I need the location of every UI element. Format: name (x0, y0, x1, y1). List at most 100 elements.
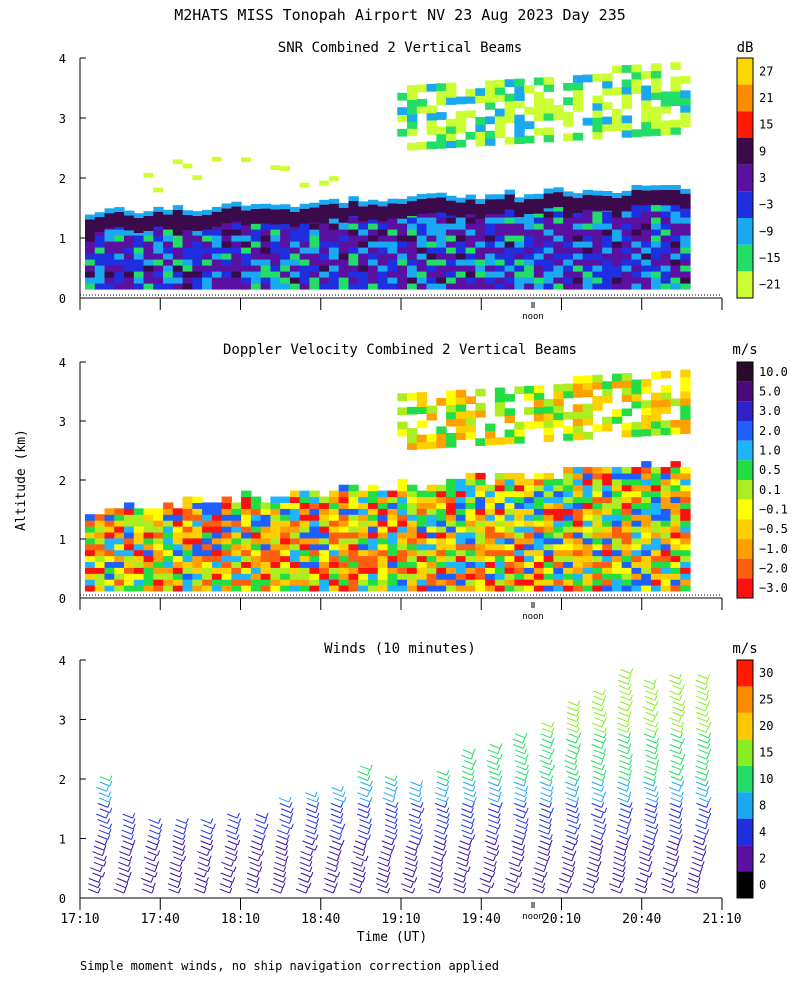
colorbar-label: 0.5 (759, 463, 781, 477)
wind-barb (574, 754, 578, 760)
doppler-cell (397, 567, 408, 574)
snr-cell (475, 131, 486, 140)
wind-barb (645, 824, 657, 830)
wind-barb (281, 824, 292, 830)
doppler-cell (94, 549, 106, 557)
wind-barb (645, 765, 656, 771)
doppler-cell (621, 387, 633, 395)
snr-cell (436, 140, 447, 149)
wind-barb (549, 839, 553, 846)
wind-barb (521, 839, 525, 846)
snr-cell (280, 241, 291, 248)
snr-cell (524, 223, 535, 230)
wind-barb (367, 834, 371, 840)
wind-barb (678, 770, 682, 776)
snr-cell (680, 253, 691, 260)
wind-barb (645, 722, 657, 728)
snr-cell (407, 106, 418, 115)
doppler-cell (94, 520, 106, 527)
doppler-cell (446, 549, 457, 557)
snr-cell (436, 223, 447, 230)
snr-cell (358, 283, 369, 290)
snr-cell (494, 265, 506, 272)
doppler-cell (260, 567, 272, 574)
doppler-cell (582, 549, 594, 557)
wind-barb (102, 871, 106, 878)
wind-barb (538, 813, 550, 819)
doppler-cell (221, 585, 232, 592)
snr-cell (641, 277, 652, 284)
doppler-cell (563, 472, 574, 480)
wind-barb (630, 695, 633, 701)
snr-cell (455, 277, 467, 284)
wind-barb (636, 877, 647, 883)
wind-barb (672, 706, 683, 712)
doppler-cell (446, 496, 457, 504)
doppler-cell (192, 579, 203, 586)
y-tick-label: 1 (59, 833, 66, 847)
wind-barb (692, 840, 704, 846)
wind-barb (472, 748, 476, 755)
wind-barb (470, 812, 474, 819)
doppler-cell (533, 543, 545, 551)
wind-barb (615, 829, 627, 835)
doppler-cell (621, 490, 633, 498)
snr-cell (504, 189, 515, 195)
snr-cell (221, 203, 232, 209)
snr-cell (260, 253, 272, 260)
doppler-cell (367, 543, 379, 551)
doppler-cell (387, 526, 398, 533)
snr-cell (631, 223, 642, 230)
wind-barb (210, 839, 214, 846)
wind-barb (627, 732, 631, 738)
snr-cell (660, 211, 672, 218)
doppler-cell (455, 496, 467, 504)
doppler-cell (660, 420, 672, 429)
snr-cell (465, 223, 476, 230)
wind-barb (613, 851, 625, 857)
snr-cell (85, 235, 96, 242)
wind-barb (273, 872, 284, 878)
wind-barb (618, 882, 622, 888)
wind-barb (598, 855, 602, 862)
snr-cell (621, 277, 633, 284)
doppler-cell (163, 555, 174, 563)
snr-cell (563, 247, 574, 254)
snr-cell (494, 223, 506, 230)
snr-cell (504, 235, 515, 242)
wind-barb (586, 872, 597, 878)
snr-cell (485, 223, 496, 230)
wind-barb (592, 765, 603, 771)
wind-barb (446, 780, 450, 787)
doppler-cell (260, 514, 272, 521)
wind-barb (618, 776, 629, 782)
wind-barb (145, 845, 156, 851)
wind-barb (154, 871, 158, 878)
colorbar-segment (737, 244, 753, 272)
snr-cell (543, 277, 554, 284)
wind-barb (575, 737, 579, 744)
doppler-cell (553, 484, 564, 492)
snr-cell (270, 247, 281, 254)
snr-cell (153, 271, 164, 278)
doppler-cell (621, 422, 633, 431)
wind-barb (246, 872, 258, 878)
doppler-cell (407, 490, 418, 498)
wind-barb (177, 882, 181, 888)
doppler-cell (426, 555, 437, 563)
snr-cell (631, 265, 642, 272)
snr-cell (397, 265, 408, 272)
wind-barb (563, 851, 575, 857)
snr-cell (582, 117, 594, 126)
wind-barb (532, 883, 544, 889)
doppler-cell (543, 561, 554, 568)
doppler-cell (572, 467, 584, 474)
wind-barb (590, 760, 602, 766)
wind-barb (547, 850, 551, 856)
doppler-cell (241, 531, 252, 539)
doppler-cell (446, 573, 457, 580)
snr-cell (485, 199, 496, 215)
doppler-cell (572, 496, 584, 504)
wind-barb (593, 824, 605, 830)
snr-cell (543, 235, 554, 242)
